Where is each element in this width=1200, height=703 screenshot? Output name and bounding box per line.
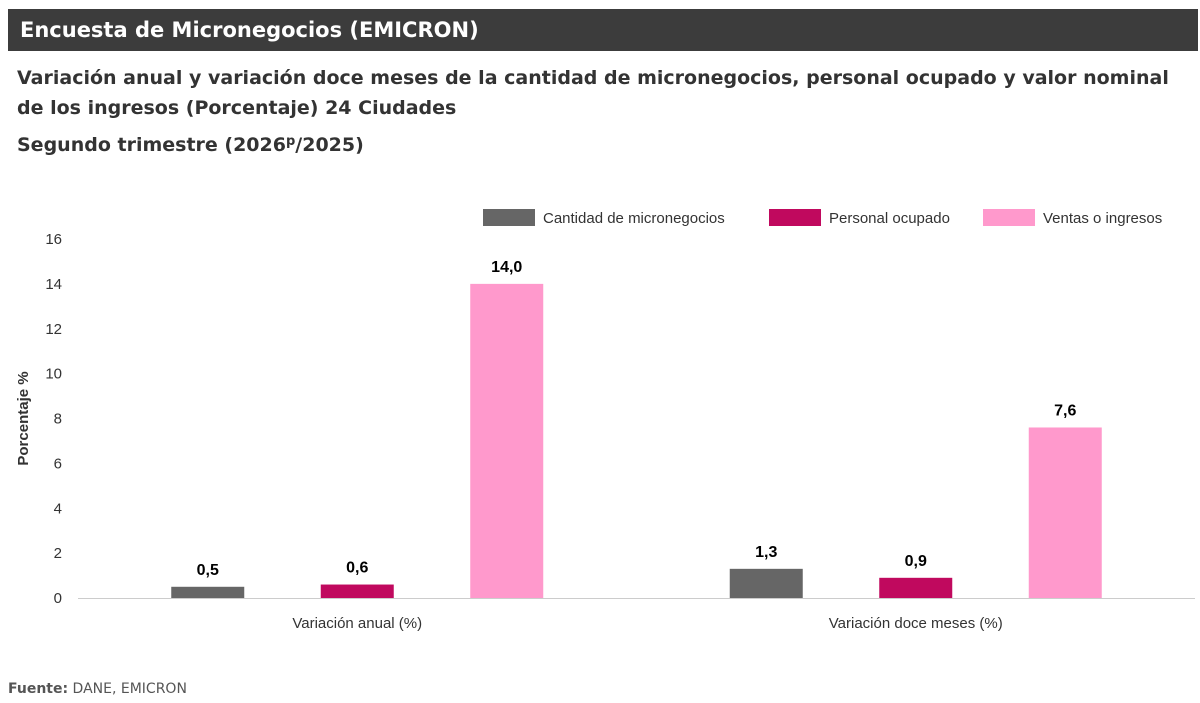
y-tick-label: 14 bbox=[45, 276, 62, 293]
y-tick-label: 2 bbox=[54, 545, 62, 562]
bar bbox=[879, 577, 953, 598]
legend-label: Ventas o ingresos bbox=[1043, 210, 1162, 227]
footer-label: Fuente: bbox=[8, 681, 69, 697]
y-tick-label: 16 bbox=[45, 231, 62, 248]
data-label: 14,0 bbox=[491, 259, 522, 276]
x-category-label: Variación anual (%) bbox=[292, 615, 422, 632]
x-category-label: Variación doce meses (%) bbox=[829, 615, 1003, 632]
footer-source: DANE, EMICRON bbox=[68, 681, 187, 697]
bar bbox=[320, 584, 394, 598]
bar bbox=[470, 283, 544, 598]
bar-chart: 0 2 4 6 8 10 12 14 16 Porcentaje % Variación anual… bbox=[15, 209, 1195, 632]
header-bar: Encuesta de Micronegocios (EMICRON) bbox=[8, 9, 1198, 51]
legend-swatch bbox=[769, 209, 821, 226]
data-label: 1,3 bbox=[755, 544, 777, 561]
data-label: 0,5 bbox=[197, 562, 219, 579]
y-tick-label: 0 bbox=[54, 590, 62, 607]
subtitle-superscript: p bbox=[285, 134, 296, 149]
header-title: Encuesta de Micronegocios (EMICRON) bbox=[20, 18, 479, 42]
y-axis-label: Porcentaje % bbox=[15, 371, 32, 465]
y-tick-label: 6 bbox=[54, 455, 62, 472]
data-label: 0,6 bbox=[346, 560, 368, 577]
footer: Fuente: DANE, EMICRON bbox=[8, 681, 187, 697]
y-tick-label: 4 bbox=[54, 500, 62, 517]
y-tick-label: 8 bbox=[54, 411, 62, 428]
y-tick-label: 12 bbox=[45, 321, 62, 338]
bar bbox=[171, 586, 245, 598]
subtitle-text: Segundo trimestre (2026 bbox=[17, 134, 286, 156]
data-label: 7,6 bbox=[1054, 402, 1076, 419]
legend-swatch bbox=[983, 209, 1035, 226]
bar bbox=[1028, 427, 1102, 598]
subtitle-text-end: /2025) bbox=[295, 134, 364, 156]
legend-label: Personal ocupado bbox=[829, 210, 950, 227]
data-label: 0,9 bbox=[905, 553, 927, 570]
chart-subtitle: Segundo trimestre (2026p/2025) bbox=[17, 127, 364, 160]
chart-title: Variación anual y variación doce meses d… bbox=[17, 67, 1169, 119]
y-tick-label: 10 bbox=[45, 366, 62, 383]
bar bbox=[729, 568, 803, 598]
legend-swatch bbox=[483, 209, 535, 226]
legend-label: Cantidad de micronegocios bbox=[543, 210, 725, 227]
